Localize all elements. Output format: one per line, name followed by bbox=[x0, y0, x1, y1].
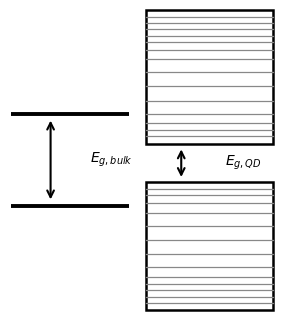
Text: $E_{g,bulk}$: $E_{g,bulk}$ bbox=[90, 151, 133, 169]
Bar bbox=[146, 10, 273, 144]
Bar bbox=[146, 182, 273, 310]
Text: $E_{g,QD}$: $E_{g,QD}$ bbox=[225, 153, 261, 172]
